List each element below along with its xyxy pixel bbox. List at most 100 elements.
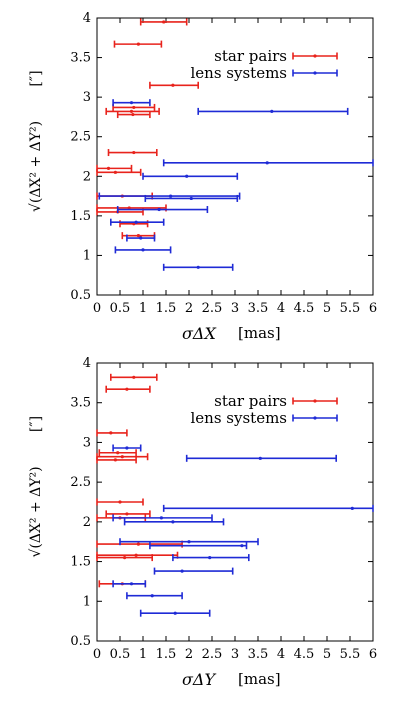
star-pair-errorbar bbox=[96, 554, 153, 562]
x-tick-label: 1 bbox=[139, 647, 147, 662]
y-tick-label: 3.5 bbox=[70, 396, 91, 411]
star-pair-errorbar bbox=[119, 220, 149, 228]
x-tick-label: 0.5 bbox=[110, 647, 131, 662]
legend-swatch bbox=[292, 397, 338, 405]
lens-system-errorbar bbox=[112, 99, 151, 107]
lens-system-errorbar bbox=[110, 218, 165, 226]
star-pair-errorbar bbox=[105, 385, 151, 393]
y-tick-label: 1.5 bbox=[70, 555, 91, 570]
lens-system-errorbar bbox=[114, 246, 172, 254]
star-pair-errorbar bbox=[107, 149, 158, 157]
star-pair-errorbar bbox=[96, 164, 133, 172]
lens-system-errorbar bbox=[144, 194, 239, 202]
lens-system-errorbar bbox=[126, 592, 183, 600]
lens-system-errorbar bbox=[162, 504, 374, 512]
star-pair-errorbar bbox=[110, 373, 158, 381]
legend-label: lens systems bbox=[191, 409, 288, 427]
y-axis-label: √(ΔX² + ΔY²) bbox=[28, 121, 44, 212]
x-tick-label: 0 bbox=[93, 301, 101, 316]
x-tick-label: 1 bbox=[139, 301, 147, 316]
lens-system-errorbar bbox=[162, 263, 234, 271]
star-pair-errorbar bbox=[105, 510, 151, 518]
legend-label: star pairs bbox=[214, 47, 287, 65]
bottom-panel: 0 0.5 1 1.5 2 2.5 3 3.5 4 4.5 5 5.5 60.511.522.533.5… bbox=[28, 356, 377, 689]
y-tick-label: 2.5 bbox=[70, 475, 91, 490]
star-pair-errorbar bbox=[98, 449, 137, 457]
lens-system-errorbar bbox=[162, 159, 374, 167]
legend-label: star pairs bbox=[214, 392, 287, 410]
lens-system-errorbar bbox=[98, 192, 241, 200]
y-tick-label: 1 bbox=[83, 248, 91, 263]
x-tick-label: 4.5 bbox=[294, 301, 315, 316]
x-tick-label: 2 bbox=[185, 647, 193, 662]
lens-system-errorbar bbox=[112, 444, 142, 452]
x-tick-label: 3.5 bbox=[248, 301, 269, 316]
lens-system-errorbar bbox=[172, 554, 250, 562]
star-pair-errorbar bbox=[113, 40, 163, 48]
lens-system-errorbar bbox=[112, 514, 213, 522]
x-tick-label: 5.5 bbox=[340, 301, 361, 316]
lens-system-errorbar bbox=[149, 542, 248, 550]
x-tick-label: 1.5 bbox=[156, 301, 177, 316]
x-tick-label: 3 bbox=[231, 301, 239, 316]
y-tick-label: 4 bbox=[83, 356, 91, 371]
legend-label: lens systems bbox=[191, 64, 288, 82]
star-pair-errorbar bbox=[96, 429, 128, 437]
x-tick-label: 6 bbox=[369, 647, 377, 662]
lens-system-errorbar bbox=[116, 206, 209, 214]
lens-system-errorbar bbox=[112, 580, 147, 588]
x-tick-label: 2.5 bbox=[202, 647, 223, 662]
y-tick-label: 2 bbox=[83, 515, 91, 530]
x-tick-label: 5.5 bbox=[340, 647, 361, 662]
star-pair-errorbar bbox=[116, 111, 151, 119]
x-tick-label: 5 bbox=[323, 301, 331, 316]
lens-system-errorbar bbox=[126, 234, 156, 242]
x-tick-label: 0 bbox=[93, 647, 101, 662]
y-tick-label: 1 bbox=[83, 594, 91, 609]
y-axis-unit: [″] bbox=[28, 416, 44, 432]
lens-system-errorbar bbox=[197, 107, 349, 115]
y-tick-label: 2.5 bbox=[70, 130, 91, 145]
x-tick-label: 3.5 bbox=[248, 647, 269, 662]
lens-system-errorbar bbox=[119, 538, 259, 546]
x-tick-label: 2 bbox=[185, 301, 193, 316]
x-tick-label: 3 bbox=[231, 647, 239, 662]
y-tick-label: 1.5 bbox=[70, 209, 91, 224]
y-tick-label: 4 bbox=[83, 11, 91, 26]
y-axis-label: √(ΔX² + ΔY²) bbox=[28, 466, 44, 557]
x-axis-unit: [mas] bbox=[238, 670, 281, 688]
x-tick-label: 2.5 bbox=[202, 301, 223, 316]
y-tick-label: 0.5 bbox=[70, 634, 91, 649]
legend-swatch bbox=[292, 414, 338, 422]
lens-system-errorbar bbox=[123, 518, 225, 526]
lens-system-errorbar bbox=[142, 172, 239, 180]
x-tick-label: 5 bbox=[323, 647, 331, 662]
star-pair-errorbar bbox=[96, 204, 167, 212]
y-axis-unit: [″] bbox=[28, 70, 44, 86]
star-pair-errorbar bbox=[96, 498, 144, 506]
star-pair-errorbar bbox=[96, 168, 142, 176]
y-tick-label: 3 bbox=[83, 435, 91, 450]
legend-swatch bbox=[292, 69, 338, 77]
x-tick-label: 4 bbox=[277, 301, 285, 316]
top-panel: 0 0.5 1 1.5 2 2.5 3 3.5 4 4.5 5 5.5 60.511.522.533.5… bbox=[28, 11, 377, 343]
x-tick-label: 4 bbox=[277, 647, 285, 662]
x-tick-label: 0.5 bbox=[110, 301, 131, 316]
x-axis-label: σΔX bbox=[182, 324, 216, 343]
x-tick-label: 6 bbox=[369, 301, 377, 316]
y-tick-label: 3.5 bbox=[70, 51, 91, 66]
star-pair-errorbar bbox=[139, 18, 188, 26]
y-tick-label: 0.5 bbox=[70, 288, 91, 303]
star-pair-errorbar bbox=[149, 81, 199, 89]
y-tick-label: 3 bbox=[83, 90, 91, 105]
x-axis-label: σΔY bbox=[182, 670, 216, 689]
legend-swatch bbox=[292, 52, 338, 60]
x-tick-label: 4.5 bbox=[294, 647, 315, 662]
y-tick-label: 2 bbox=[83, 169, 91, 184]
x-axis-unit: [mas] bbox=[238, 324, 281, 342]
star-pair-errorbar bbox=[96, 456, 137, 464]
x-tick-label: 1.5 bbox=[156, 647, 177, 662]
lens-system-errorbar bbox=[153, 567, 234, 575]
lens-system-errorbar bbox=[139, 609, 211, 617]
